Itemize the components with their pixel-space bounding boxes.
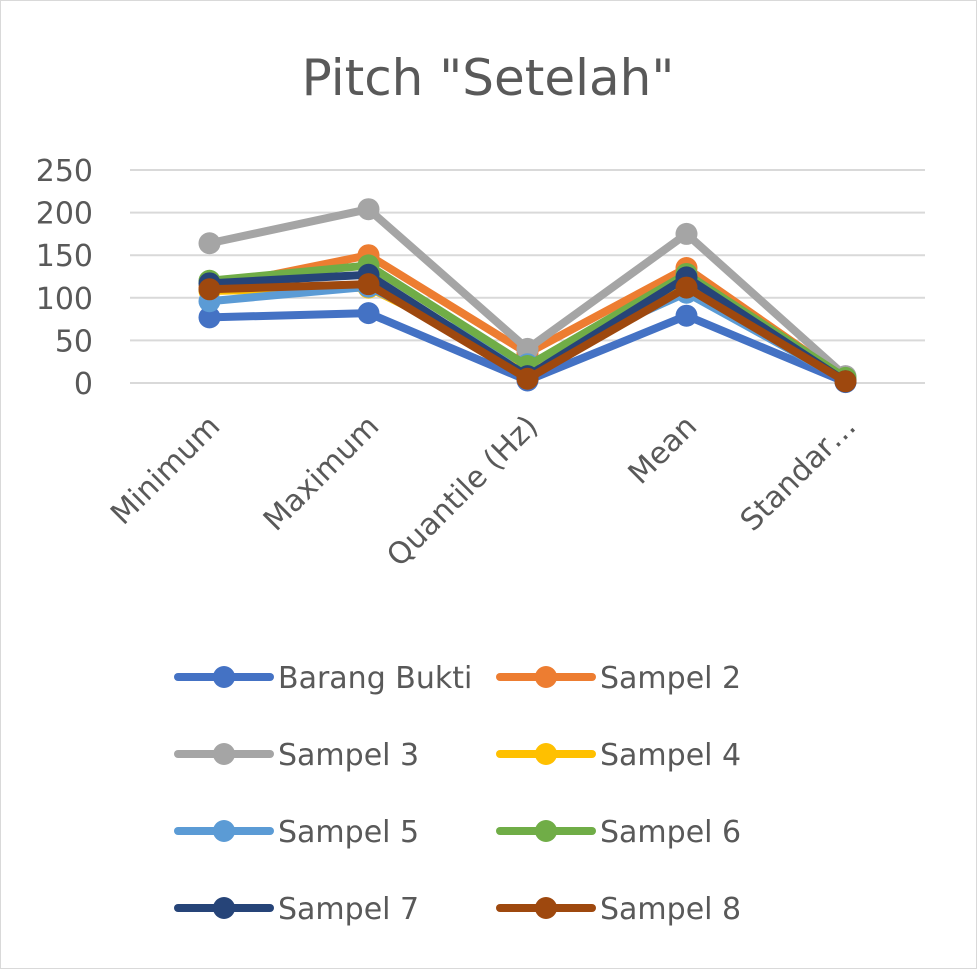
legend-label: Sampel 7 (278, 892, 419, 927)
data-point (834, 370, 857, 393)
y-tick-label: 100 (36, 282, 93, 317)
legend-marker (213, 666, 235, 688)
legend-marker (535, 820, 557, 842)
data-point (675, 276, 698, 299)
data-point (198, 306, 221, 329)
legend-label: Sampel 5 (278, 815, 419, 850)
data-point (516, 367, 539, 390)
legend-marker (535, 666, 557, 688)
legend-label: Barang Bukti (278, 661, 472, 696)
legend-item: Sampel 2 (496, 661, 741, 696)
y-tick-label: 200 (36, 197, 93, 232)
data-point (357, 198, 380, 221)
legend-item: Sampel 4 (496, 738, 741, 773)
data-point (516, 337, 539, 360)
chart-title: Pitch "Setelah" (302, 49, 675, 107)
data-point (675, 222, 698, 245)
y-tick-label: 50 (55, 324, 93, 359)
series-lines (198, 198, 857, 394)
y-tick-label: 0 (74, 367, 93, 402)
legend-item: Barang Bukti (174, 661, 472, 696)
legend-label: Sampel 8 (600, 892, 741, 927)
x-tick-label: Standar… (734, 409, 863, 538)
x-tick-label: Minimum (104, 409, 227, 532)
legend: Barang Bukti Sampel 2 Sampel 3 Sampel 4 Samp… (174, 661, 741, 927)
y-tick-label: 250 (36, 154, 93, 189)
x-tick-label: Mean (622, 409, 705, 492)
data-point (357, 302, 380, 325)
legend-item: Sampel 5 (174, 815, 419, 850)
data-point (357, 273, 380, 296)
legend-item: Sampel 7 (174, 892, 419, 927)
legend-item: Sampel 3 (174, 738, 419, 773)
legend-marker (535, 897, 557, 919)
data-point (198, 232, 221, 255)
legend-marker (213, 897, 235, 919)
data-point (675, 304, 698, 327)
legend-marker (535, 743, 557, 765)
legend-item: Sampel 6 (496, 815, 741, 850)
legend-label: Sampel 3 (278, 738, 419, 773)
legend-item: Sampel 8 (496, 892, 741, 927)
y-tick-label: 150 (36, 239, 93, 274)
legend-marker (213, 820, 235, 842)
legend-label: Sampel 4 (600, 738, 741, 773)
x-tick-label: Maximum (257, 409, 386, 538)
legend-label: Sampel 2 (600, 661, 741, 696)
y-axis-ticks: 0 50 100 150 200 250 (36, 154, 93, 402)
series-8 (198, 273, 857, 393)
legend-marker (213, 743, 235, 765)
data-point (198, 278, 221, 301)
x-tick-label: Quantile (Hz) (380, 409, 545, 574)
legend-label: Sampel 6 (600, 815, 741, 850)
